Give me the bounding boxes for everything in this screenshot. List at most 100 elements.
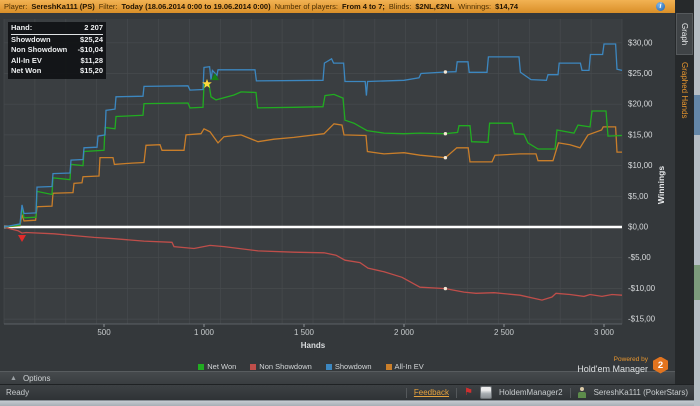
- legend-swatch: [385, 363, 392, 370]
- hm2-app-icon[interactable]: [479, 386, 492, 399]
- stats-row-showdown: Showdown $25,24: [11, 35, 103, 46]
- y-tick-label: $5,00: [628, 192, 649, 201]
- stat-value: $25,24: [80, 34, 103, 44]
- y-tick-label: $30,00: [628, 38, 653, 47]
- holdem-manager-wordmark: Hold'em Manager: [577, 364, 648, 374]
- stat-value: -$10,04: [77, 45, 103, 54]
- y-tick-label: $0,00: [628, 223, 649, 232]
- hover-stats-box: Hand: 2 207 Showdown $25,24 Non Showdown…: [8, 22, 106, 79]
- x-tick-label: 500: [97, 328, 111, 337]
- players-label: Number of players:: [274, 2, 338, 11]
- avatar-icon[interactable]: [578, 387, 587, 398]
- right-tab-strip: Graph Graphed Hands: [675, 0, 694, 384]
- powered-by-line: Powered by: [613, 356, 648, 363]
- stats-row-nonshowdown: Non Showdown -$10,04: [11, 45, 103, 56]
- series-showdown: [3, 43, 623, 228]
- series-non-showdown: [3, 226, 623, 301]
- legend-swatch: [198, 363, 205, 370]
- legend-item: Showdown: [325, 362, 372, 371]
- stat-value: $11,28: [80, 55, 103, 65]
- players-value: From 4 to 7;: [341, 2, 385, 11]
- x-tick-label: 1 000: [194, 328, 215, 337]
- info-icon[interactable]: i: [656, 2, 665, 11]
- status-ready-text: Ready: [6, 388, 30, 397]
- marker-star: [202, 78, 212, 88]
- legend-swatch: [250, 363, 257, 370]
- player-label: Player:: [4, 2, 28, 11]
- x-tick-label: 2 500: [494, 328, 515, 337]
- blinds-value: $2NL,€2NL: [415, 2, 455, 11]
- status-divider: [456, 387, 458, 398]
- status-account-name: SereshKa111 (PokerStars): [593, 388, 688, 397]
- legend-item: All-In EV: [385, 362, 424, 371]
- feedback-link[interactable]: Feedback: [413, 388, 450, 397]
- stats-row-hand: Hand: 2 207: [11, 23, 103, 35]
- winnings-value: $14,74: [495, 2, 519, 11]
- stat-value: 2 207: [84, 23, 103, 32]
- status-divider: [405, 387, 407, 398]
- chart-region[interactable]: $30,00 $25,00 $20,00 $15,00 $10,00 $5,00 $0,00…: [0, 13, 675, 371]
- hover-dot: [443, 286, 448, 291]
- marker-triangle-up: [211, 73, 219, 81]
- hover-dot: [443, 156, 448, 160]
- hm2-hexagon-badge: 2: [653, 356, 668, 374]
- series-all-in-ev: [3, 123, 622, 228]
- stats-row-allinev: All-In EV $11,28: [11, 56, 103, 67]
- marker-triangle-down: [18, 235, 26, 243]
- options-expand-icon[interactable]: ▲: [10, 374, 17, 382]
- y-tick-label: $15,00: [628, 130, 653, 139]
- filter-label: Filter:: [98, 2, 118, 11]
- player-value: SereshKa111 (PS): [31, 2, 95, 11]
- y-tick-label: $10,00: [628, 161, 653, 170]
- desktop-edge-bottom: [0, 400, 694, 406]
- status-divider: [569, 387, 571, 398]
- tab-graphed-hands[interactable]: Graphed Hands: [680, 61, 689, 119]
- desktop-edge-patch: [694, 265, 700, 300]
- stat-label: All-In EV: [11, 55, 42, 65]
- legend-label: Non Showdown: [259, 362, 312, 371]
- winnings-label: Winnings:: [458, 2, 492, 11]
- desktop-edge-patch: [694, 95, 700, 135]
- x-axis-title: Hands: [301, 341, 326, 350]
- y-tick-label: -$15,00: [628, 315, 656, 324]
- stat-value: $15,20: [80, 66, 103, 75]
- legend-label: All-In EV: [394, 362, 424, 371]
- y-axis-title: Winnings: [656, 166, 666, 204]
- status-bar: Ready Feedback ⚑ HoldemManager2 SereshKa…: [0, 384, 694, 400]
- options-button[interactable]: Options: [22, 373, 51, 383]
- legend-swatch: [325, 363, 332, 370]
- y-tick-label: -$5,00: [628, 253, 651, 262]
- y-tick-label: $20,00: [628, 100, 653, 109]
- legend-label: Showdown: [334, 362, 372, 371]
- x-tick-label: 1 500: [294, 328, 315, 337]
- status-app-name: HoldemManager2: [498, 388, 563, 397]
- stat-label: Net Won: [11, 66, 42, 75]
- series-net-won: [3, 83, 623, 228]
- winnings-graph[interactable]: $30,00 $25,00 $20,00 $15,00 $10,00 $5,00 $0,00…: [0, 13, 675, 371]
- y-tick-label: $25,00: [628, 69, 653, 78]
- y-tick-label: -$10,00: [628, 284, 656, 293]
- blinds-label: Blinds:: [388, 2, 412, 11]
- x-tick-label: 2 000: [394, 328, 415, 337]
- chart-legend: Net Won Non Showdown Showdown All-In EV: [0, 362, 622, 371]
- legend-item: Net Won: [198, 362, 236, 371]
- tab-graph[interactable]: Graph: [676, 13, 693, 55]
- hover-dot: [443, 132, 448, 136]
- powered-by-logo: Powered by Hold'em Manager 2: [577, 356, 668, 374]
- hover-dot: [443, 70, 448, 74]
- stat-label: Non Showdown: [11, 45, 68, 54]
- stats-row-networn: Net Won $15,20: [11, 66, 103, 77]
- powered-by-text: Powered by Hold'em Manager: [577, 356, 648, 374]
- desktop-edge-right: [694, 0, 700, 406]
- filter-header-bar: Player: SereshKa111 (PS) Filter: Today (…: [0, 0, 675, 13]
- stat-label: Showdown: [11, 34, 51, 44]
- stat-label: Hand:: [11, 23, 33, 32]
- filter-value: Today (18.06.2014 0:00 to 19.06.2014 0:0…: [121, 2, 271, 11]
- flag-icon[interactable]: ⚑: [464, 386, 473, 398]
- legend-item: Non Showdown: [250, 362, 312, 371]
- legend-label: Net Won: [207, 362, 237, 371]
- options-bar[interactable]: ▲ Options: [0, 371, 675, 384]
- x-tick-label: 3 000: [594, 328, 615, 337]
- status-right-cluster: Feedback ⚑ HoldemManager2 SereshKa111 (P…: [405, 386, 688, 399]
